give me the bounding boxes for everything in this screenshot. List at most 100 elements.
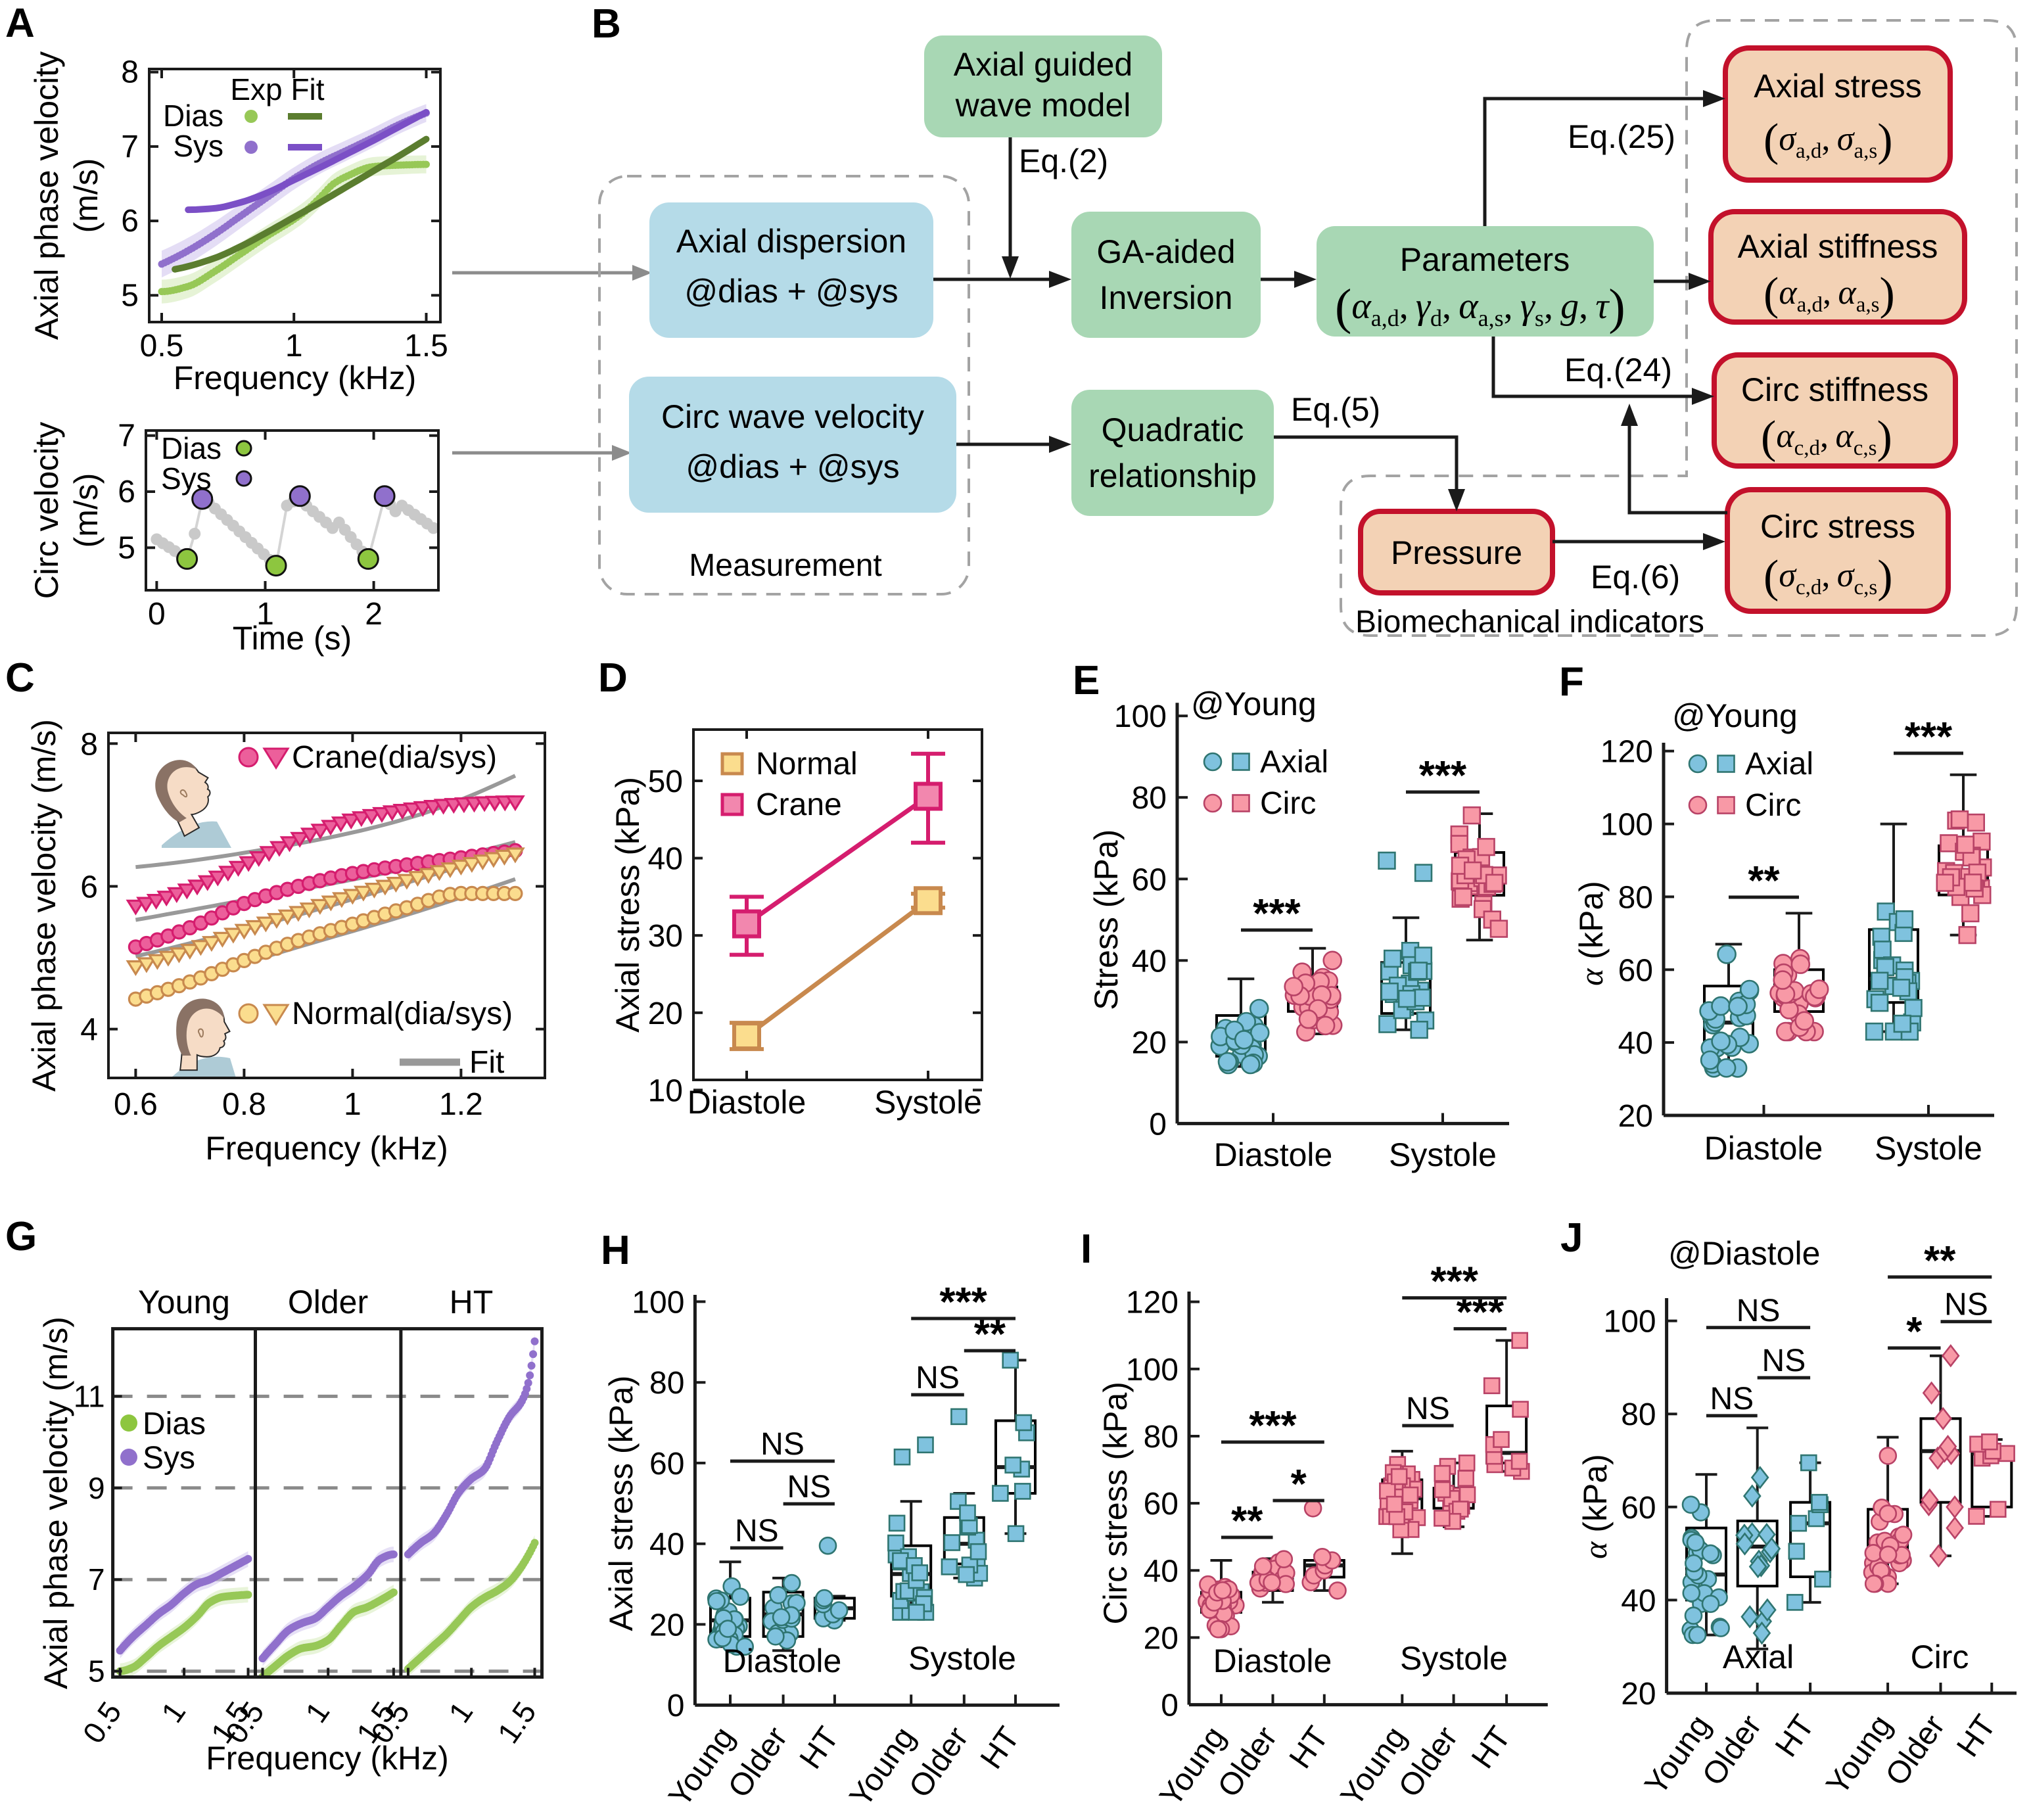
svg-text:Diastole: Diastole <box>1704 1130 1823 1167</box>
svg-text:Diastole: Diastole <box>1214 1136 1333 1173</box>
svg-text:NS: NS <box>1762 1343 1806 1378</box>
svg-text:Systole: Systole <box>874 1084 982 1121</box>
svg-text:Dias: Dias <box>163 99 223 133</box>
svg-text:1: 1 <box>344 1087 362 1122</box>
svg-text:0: 0 <box>667 1689 685 1723</box>
svg-text:Normal(dia/sys): Normal(dia/sys) <box>292 996 513 1031</box>
svg-text:20: 20 <box>1618 1099 1653 1134</box>
svg-text:*: * <box>1906 1309 1923 1355</box>
svg-text:Eq.(2): Eq.(2) <box>1019 143 1108 179</box>
svg-text:7: 7 <box>121 129 139 164</box>
svg-text:1: 1 <box>285 329 303 363</box>
svg-text:Circ wave velocity: Circ wave velocity <box>661 398 924 435</box>
svg-text:(m/s): (m/s) <box>68 473 105 548</box>
svg-text:0.8: 0.8 <box>222 1087 266 1122</box>
svg-text:(​αa,d​, γd​, αa,s​, γs​, g, τ: (​αa,d​, γd​, αa,s​, γs​, g, τ) <box>1335 279 1625 335</box>
svg-text:A: A <box>5 1 35 46</box>
svg-text:40: 40 <box>648 842 683 877</box>
svg-text:Pressure: Pressure <box>1391 534 1522 571</box>
svg-text:9: 9 <box>88 1471 105 1505</box>
svg-text:Axial stress (kPa): Axial stress (kPa) <box>603 1376 640 1631</box>
svg-text:I: I <box>1081 1226 1092 1272</box>
svg-text:40: 40 <box>1621 1583 1656 1618</box>
svg-text:Axial stress: Axial stress <box>1754 68 1922 105</box>
svg-text:(​σa,d​, σa,s​): (​σa,d​, σa,s​) <box>1763 115 1893 166</box>
svg-text:Older: Older <box>288 1284 368 1320</box>
svg-text:80: 80 <box>1618 880 1653 915</box>
svg-text:***: *** <box>1249 1403 1297 1449</box>
svg-text:H: H <box>601 1228 630 1273</box>
svg-text:50: 50 <box>648 764 683 799</box>
svg-text:80: 80 <box>1621 1397 1656 1432</box>
svg-text:40: 40 <box>649 1528 684 1562</box>
svg-text:Eq.(5): Eq.(5) <box>1291 391 1380 428</box>
svg-text:NS: NS <box>1406 1391 1450 1426</box>
svg-text:F: F <box>1559 659 1584 705</box>
svg-text:wave model: wave model <box>955 87 1131 124</box>
svg-text:Crane: Crane <box>756 787 842 822</box>
svg-text:@Diastole: @Diastole <box>1668 1235 1820 1272</box>
svg-text:100: 100 <box>1604 1305 1656 1340</box>
svg-text:5: 5 <box>121 278 139 313</box>
svg-text:Systole: Systole <box>1400 1640 1508 1677</box>
svg-text:Exp: Exp <box>230 72 282 106</box>
svg-text:Sys: Sys <box>143 1441 195 1476</box>
svg-text:Frequency (kHz): Frequency (kHz) <box>206 1740 449 1777</box>
svg-text:0: 0 <box>1161 1689 1179 1723</box>
svg-text:**: ** <box>1924 1238 1956 1284</box>
svg-text:80: 80 <box>1144 1420 1179 1455</box>
svg-text:20: 20 <box>1621 1677 1656 1712</box>
svg-text:@Young: @Young <box>1672 697 1798 734</box>
svg-text:120: 120 <box>1600 735 1653 770</box>
svg-text:5: 5 <box>88 1654 105 1689</box>
svg-text:@dias + @sys: @dias + @sys <box>686 448 899 485</box>
svg-text:Sys: Sys <box>161 461 212 496</box>
svg-text:(m/s): (m/s) <box>68 158 105 233</box>
svg-text:@dias + @sys: @dias + @sys <box>684 273 898 310</box>
svg-text:Axial stress (kPa): Axial stress (kPa) <box>609 777 646 1033</box>
svg-text:Circ stress (kPa): Circ stress (kPa) <box>1097 1382 1134 1624</box>
svg-text:7: 7 <box>118 419 135 454</box>
svg-text:0.5: 0.5 <box>140 329 184 363</box>
svg-text:J: J <box>1560 1215 1583 1261</box>
svg-text:80: 80 <box>649 1366 684 1401</box>
svg-text:60: 60 <box>649 1447 684 1482</box>
svg-text:Circ stiffness: Circ stiffness <box>1741 371 1928 408</box>
svg-text:E: E <box>1073 658 1100 703</box>
svg-text:***: *** <box>939 1280 987 1325</box>
svg-text:6: 6 <box>121 204 139 239</box>
svg-text:8: 8 <box>80 727 98 762</box>
svg-text:Systole: Systole <box>908 1640 1016 1677</box>
svg-text:20: 20 <box>648 996 683 1031</box>
svg-text:20: 20 <box>649 1608 684 1643</box>
svg-text:NS: NS <box>916 1361 960 1395</box>
svg-text:(​αa,d​, αa,s​): (​αa,d​, αa,s​) <box>1763 269 1895 319</box>
svg-text:(​σc,d​, σc,s​): (​σc,d​, σc,s​) <box>1763 551 1893 602</box>
svg-text:NS: NS <box>1737 1294 1781 1328</box>
svg-text:HT: HT <box>450 1284 494 1320</box>
svg-text:120: 120 <box>1126 1286 1179 1320</box>
svg-text:**: ** <box>1231 1499 1263 1544</box>
svg-text:Axial: Axial <box>1723 1639 1794 1675</box>
svg-text:Eq.(6): Eq.(6) <box>1591 559 1680 595</box>
svg-text:Crane(dia/sys): Crane(dia/sys) <box>292 740 497 775</box>
svg-text:***: *** <box>1431 1259 1479 1305</box>
svg-text:40: 40 <box>1132 944 1167 979</box>
svg-text:Measurement: Measurement <box>689 548 881 583</box>
svg-text:NS: NS <box>735 1514 779 1549</box>
svg-text:0: 0 <box>1149 1107 1167 1142</box>
svg-text:Circ: Circ <box>1260 786 1316 821</box>
svg-text:Axial dispersion: Axial dispersion <box>676 223 906 260</box>
svg-text:Diastole: Diastole <box>1213 1643 1332 1679</box>
svg-text:NS: NS <box>1710 1382 1754 1416</box>
svg-text:1: 1 <box>256 597 274 632</box>
svg-text:60: 60 <box>1132 862 1167 897</box>
svg-text:Axial: Axial <box>1260 745 1328 780</box>
svg-text:6: 6 <box>118 475 135 509</box>
svg-text:Young: Young <box>138 1284 230 1320</box>
svg-text:Time (s): Time (s) <box>233 620 352 657</box>
svg-text:Dias: Dias <box>143 1407 206 1441</box>
svg-text:10: 10 <box>648 1073 683 1108</box>
svg-text:GA-aided: GA-aided <box>1096 233 1235 270</box>
svg-text:Fit: Fit <box>469 1045 504 1080</box>
